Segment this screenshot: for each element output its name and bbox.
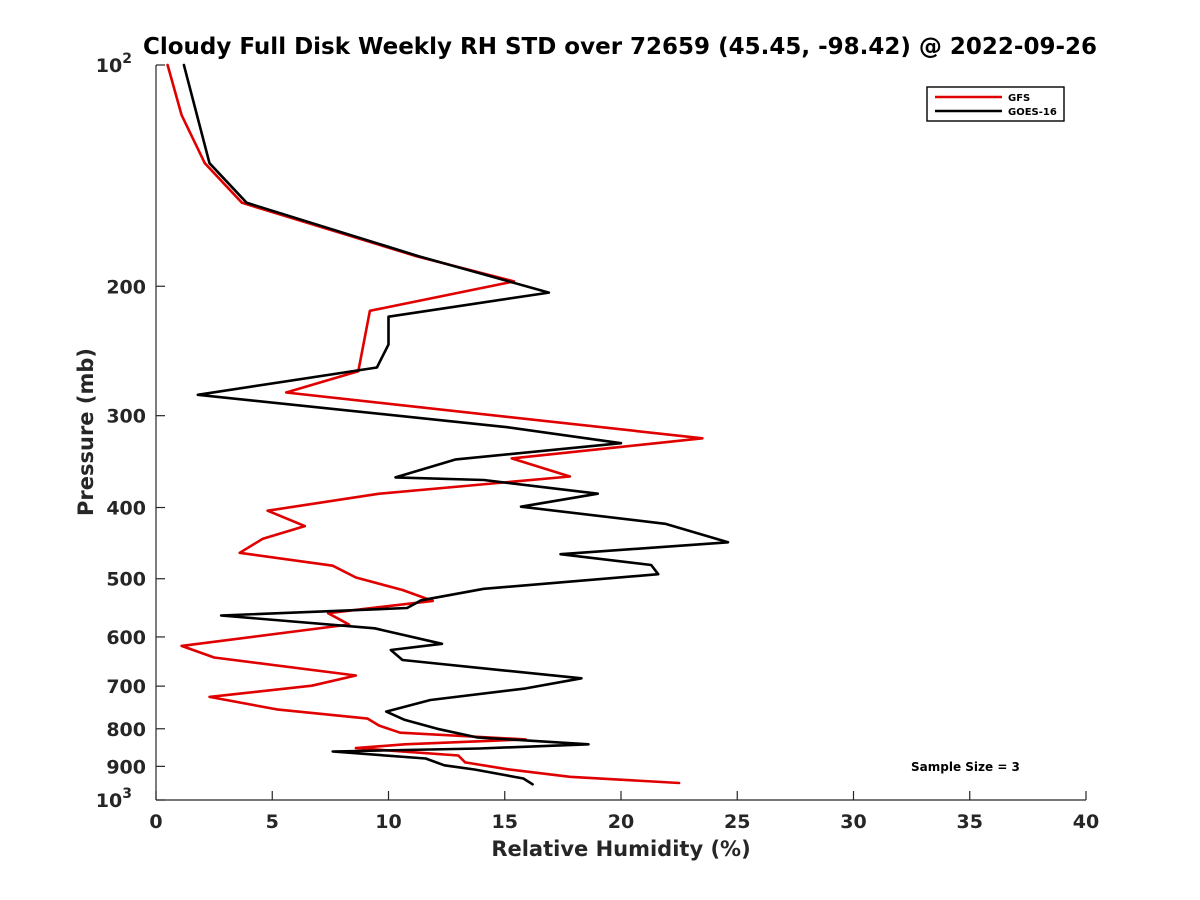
y-tick-label-base: 900 [106,756,146,778]
x-tick-label: 25 [724,811,750,833]
y-tick-label: 900 [106,756,146,778]
legend-label-goes16: GOES-16 [1008,107,1057,118]
x-axis-label: Relative Humidity (%) [491,837,750,861]
y-tick-label-base: 10 [96,790,122,812]
x-tick-label: 5 [266,811,279,833]
x-tick-label: 10 [375,811,401,833]
x-tick-label: 30 [840,811,866,833]
y-tick-label-base: 800 [106,719,146,741]
y-tick-label: 600 [106,627,146,649]
y-tick-label-exponent: 3 [122,786,132,802]
y-tick-label: 200 [106,276,146,298]
y-tick-label-base: 500 [106,569,146,591]
chart-title: Cloudy Full Disk Weekly RH STD over 7265… [143,34,1097,60]
y-tick-label: 500 [106,569,146,591]
sample-size-annotation: Sample Size = 3 [911,760,1020,774]
series-line-gfs [166,63,704,785]
y-tick-label-base: 10 [96,55,122,77]
x-tick-label: 15 [492,811,518,833]
y-tick-label-base: 200 [106,276,146,298]
y-tick-label: 103 [96,786,132,812]
y-tick-label: 800 [106,719,146,741]
y-tick-label-base: 600 [106,627,146,649]
legend: GFS GOES-16 [926,86,1065,122]
y-tick-label: 700 [106,676,146,698]
y-tick-label-base: 700 [106,676,146,698]
y-tick-label-base: 300 [106,406,146,428]
x-tick-label: 35 [957,811,983,833]
y-tick-label-exponent: 2 [122,51,132,67]
y-axis-label: Pressure (mb) [74,348,98,516]
y-tick-label-base: 400 [106,498,146,520]
y-tick-label: 400 [106,498,146,520]
y-tick-label: 300 [106,406,146,428]
y-tick-label: 102 [96,51,132,77]
legend-box [926,86,1065,122]
x-tick-label: 20 [608,811,634,833]
legend-label-gfs: GFS [1008,93,1030,104]
x-axis-ticks: 0 5 10 15 20 25 30 35 40 [149,791,1099,833]
x-tick-label: 0 [149,811,162,833]
x-tick-label: 40 [1073,811,1099,833]
series-layer [166,63,730,786]
series-line-goes16 [182,63,730,786]
